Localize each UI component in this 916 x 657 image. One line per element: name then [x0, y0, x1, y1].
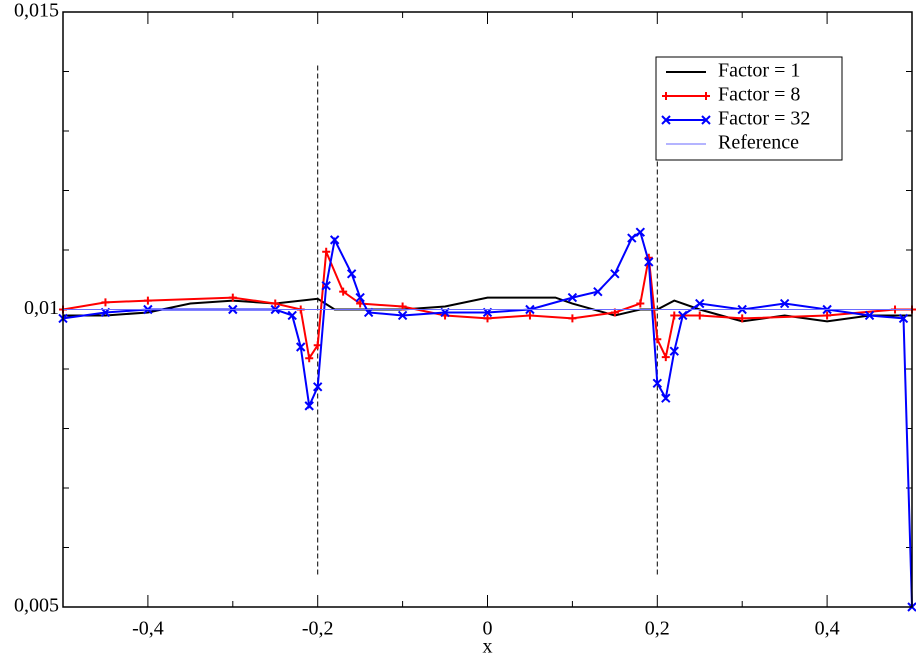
marker	[305, 354, 314, 363]
marker	[678, 310, 688, 321]
marker	[483, 314, 492, 323]
marker	[669, 346, 679, 356]
marker	[397, 310, 408, 321]
legend-marker	[661, 115, 711, 125]
marker	[695, 311, 704, 320]
marker	[738, 314, 747, 323]
marker	[670, 311, 679, 320]
marker	[346, 269, 357, 279]
x-axis-label: x	[483, 636, 493, 657]
marker	[695, 298, 705, 309]
marker	[652, 378, 663, 388]
marker	[779, 298, 790, 309]
marker	[898, 313, 909, 324]
legend-label: Factor = 8	[718, 84, 800, 106]
legend-marker	[662, 92, 710, 100]
legend-label: Factor = 1	[718, 60, 800, 82]
marker	[635, 227, 646, 237]
marker	[312, 382, 323, 392]
marker	[143, 296, 152, 305]
marker	[610, 269, 620, 279]
x-tick-label: 0,4	[815, 618, 840, 640]
marker	[271, 299, 280, 308]
marker	[355, 292, 365, 303]
marker	[627, 233, 637, 243]
legend-box	[655, 56, 843, 161]
marker	[823, 311, 832, 320]
marker	[593, 286, 603, 297]
marker	[228, 293, 237, 302]
marker	[322, 247, 331, 256]
series-line	[62, 230, 913, 608]
y-tick-label: 0,005	[14, 595, 59, 617]
y-tick-label: 0,015	[14, 0, 59, 22]
x-tick-label: -0,4	[132, 618, 164, 640]
marker	[339, 287, 348, 296]
x-tick-label: -0,2	[302, 618, 334, 640]
legend-label: Factor = 32	[718, 108, 810, 130]
plot-frame	[62, 11, 913, 608]
x-tick-label: 0,2	[645, 618, 670, 640]
marker	[568, 314, 577, 323]
y-tick-label: 0,01	[24, 297, 59, 319]
series-line	[62, 251, 912, 361]
x-tick-label: 0	[483, 618, 493, 640]
marker	[525, 311, 534, 320]
marker	[329, 235, 340, 245]
marker	[321, 280, 331, 291]
marker	[287, 310, 297, 321]
marker	[661, 393, 671, 403]
marker	[304, 401, 314, 411]
legend-label: Reference	[718, 132, 799, 154]
marker	[864, 310, 875, 321]
marker	[101, 298, 110, 307]
marker	[636, 299, 645, 308]
marker	[644, 257, 654, 267]
marker	[567, 292, 578, 303]
marker	[661, 353, 670, 362]
marker	[296, 342, 306, 352]
